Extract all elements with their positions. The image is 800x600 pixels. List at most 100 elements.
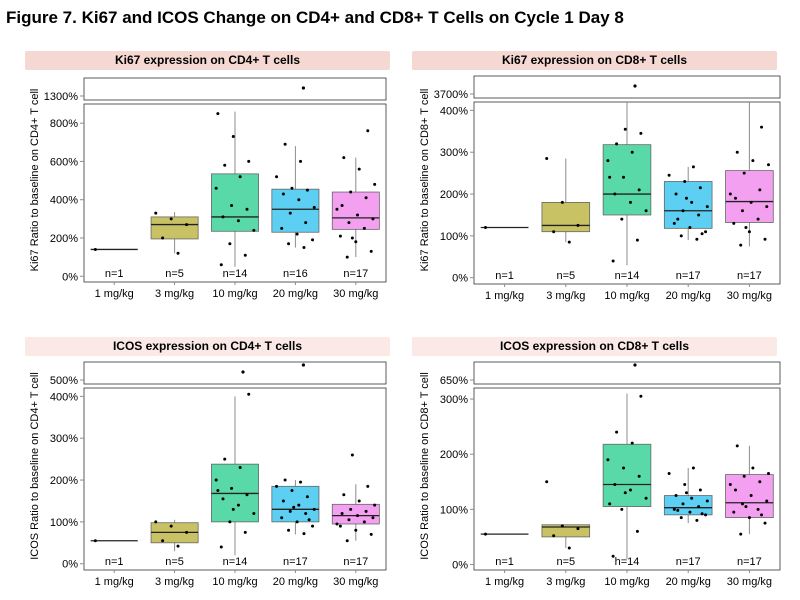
- data-point: [345, 539, 349, 543]
- data-point: [484, 532, 488, 536]
- n-label: h=14: [615, 556, 640, 568]
- data-point: [223, 457, 227, 461]
- panel-title-ki67-cd8: Ki67 expression on CD8+ T cells: [412, 51, 777, 70]
- data-point: [756, 217, 760, 221]
- data-point: [734, 488, 738, 492]
- data-point: [739, 243, 743, 247]
- y-axis-label: ICOS Ratio to baseline on CD4+ T cell: [29, 372, 41, 560]
- data-point: [672, 507, 676, 511]
- n-label: n=14: [223, 556, 248, 568]
- data-point: [356, 514, 360, 518]
- data-point: [245, 207, 249, 211]
- box-4: [271, 485, 320, 523]
- y-tick-label: 200%: [440, 189, 468, 201]
- y-tick-label-upper: 3700%: [434, 89, 468, 101]
- data-point: [93, 539, 97, 543]
- x-tick-label: 1 mg/kg: [485, 576, 524, 588]
- data-point: [335, 207, 339, 211]
- data-point: [644, 496, 648, 500]
- data-point: [354, 240, 358, 244]
- data-point: [364, 509, 368, 513]
- y-tick-label: 800%: [50, 118, 78, 130]
- data-point: [169, 524, 173, 528]
- data-point: [691, 165, 695, 169]
- y-tick-label: 200%: [440, 449, 468, 461]
- n-label: n=1: [495, 556, 514, 568]
- panel-title-icos-cd8: ICOS expression on CD8+ T cells: [412, 337, 777, 356]
- x-tick-label: 20 mg/kg: [666, 576, 711, 588]
- data-point: [169, 217, 173, 221]
- box-4: [663, 181, 713, 229]
- data-point: [637, 474, 641, 478]
- data-point: [297, 198, 301, 202]
- data-point: [288, 211, 292, 215]
- data-point: [373, 182, 377, 186]
- data-point: [350, 236, 354, 240]
- data-point: [161, 236, 165, 240]
- outlier-point: [241, 370, 245, 374]
- data-point: [758, 480, 762, 484]
- outlier-point: [301, 86, 305, 90]
- data-point: [281, 499, 285, 503]
- data-point: [700, 512, 704, 516]
- y-axis-label: ICOS Ratio to baseline on CD8+ T cell: [419, 372, 431, 560]
- y-axis-label: Ki67 Ratio to baseline on CD8+ T cell: [419, 89, 431, 272]
- upper-axis-frame: [83, 361, 387, 385]
- data-point: [230, 486, 234, 490]
- y-tick-label-upper: 650%: [440, 375, 468, 387]
- data-point: [728, 483, 732, 487]
- data-point: [236, 219, 240, 223]
- data-point: [635, 238, 639, 242]
- data-point: [281, 192, 285, 196]
- n-label: n=17: [676, 556, 701, 568]
- data-point: [676, 217, 680, 221]
- data-point: [698, 186, 702, 190]
- outlier-point: [633, 84, 637, 88]
- x-tick-label: 30 mg/kg: [727, 290, 772, 302]
- data-point: [342, 156, 346, 160]
- y-tick-label: 100%: [440, 231, 468, 243]
- data-point: [299, 159, 303, 163]
- data-point: [732, 221, 736, 225]
- data-point: [338, 234, 342, 238]
- data-point: [644, 209, 648, 213]
- data-point: [373, 503, 377, 507]
- data-point: [740, 209, 744, 213]
- n-label: n=5: [165, 556, 184, 568]
- x-tick-label: 10 mg/kg: [212, 288, 257, 300]
- x-tick-label: 30 mg/kg: [333, 288, 378, 300]
- box-5: [331, 191, 380, 230]
- data-point: [307, 518, 311, 522]
- n-label: n=5: [556, 556, 575, 568]
- y-tick-label: 400%: [440, 105, 468, 117]
- data-point: [690, 200, 694, 204]
- data-point: [695, 237, 699, 241]
- data-point: [245, 493, 249, 497]
- data-point: [688, 226, 692, 230]
- x-tick-label: 20 mg/kg: [273, 288, 318, 300]
- data-point: [304, 221, 308, 225]
- data-point: [290, 489, 294, 493]
- data-point: [576, 223, 580, 227]
- data-point: [749, 200, 753, 204]
- data-point: [606, 458, 610, 462]
- n-label: n=1: [105, 556, 124, 568]
- data-point: [243, 530, 247, 534]
- chart-icos-cd4: 0% 100% 200% 300% 400% 500% ICOS Ratio to base…: [29, 361, 387, 588]
- data-point: [751, 159, 755, 163]
- n-label: n=14: [615, 270, 640, 282]
- box-2: [541, 202, 591, 233]
- x-tick-label: 1 mg/kg: [485, 290, 524, 302]
- data-point: [751, 466, 755, 470]
- data-point: [683, 179, 687, 183]
- data-point: [356, 213, 360, 217]
- data-point: [295, 232, 299, 236]
- n-label: n=17: [283, 556, 308, 568]
- data-point: [335, 522, 339, 526]
- chart-ki67-cd8: 0% 100% 200% 300% 400% 3700%Ki67 Ratio to bas…: [419, 75, 781, 302]
- data-point: [744, 226, 748, 230]
- y-tick-label: 400%: [50, 391, 78, 403]
- data-point: [347, 518, 351, 522]
- n-label: n=17: [676, 270, 701, 282]
- data-point: [297, 503, 301, 507]
